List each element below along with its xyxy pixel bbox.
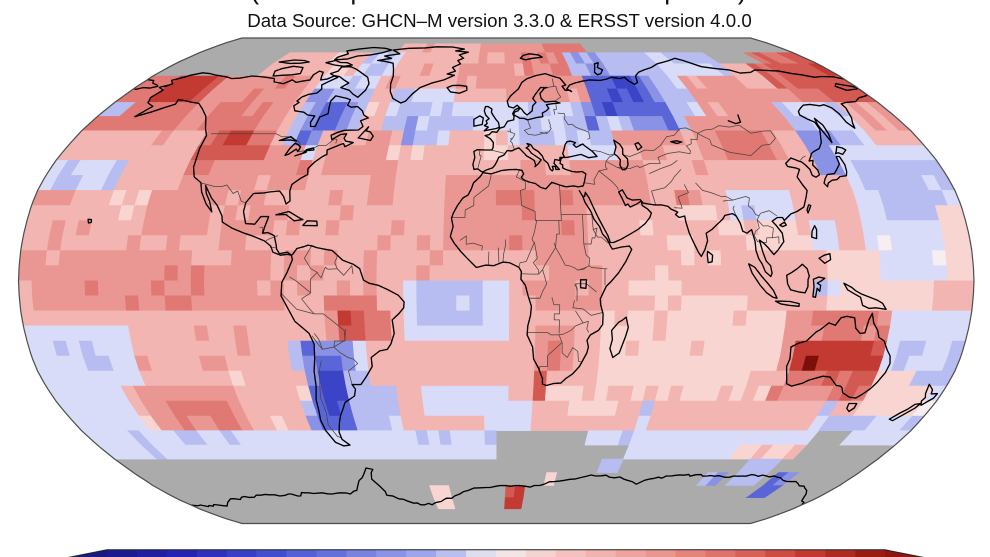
svg-text:(with respect to a 1981–2010 b: (with respect to a 1981–2010 base period… [250, 0, 746, 5]
svg-text:Data Source: GHCN–M version 3.: Data Source: GHCN–M version 3.3.0 & ERSS… [247, 10, 751, 31]
